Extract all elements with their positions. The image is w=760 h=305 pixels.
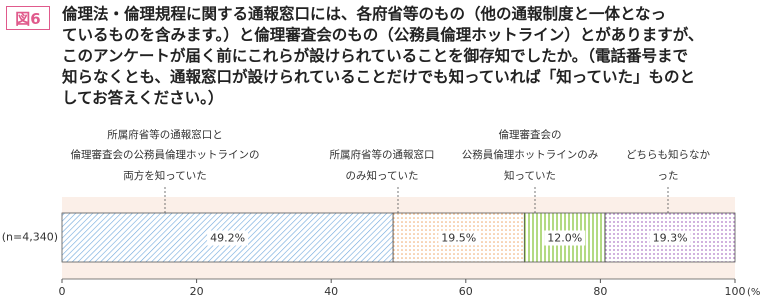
value-label: 19.3% [653, 232, 688, 245]
x-axis-unit: (%) [747, 287, 760, 298]
legend-label: 倫理審査会の 公務員倫理ホットラインのみ 知っていた [461, 128, 599, 182]
value-label: 49.2% [210, 232, 245, 245]
y-category-label: (n=4,340) [2, 231, 58, 244]
legend-label: 所属府省等の通報窓口と 倫理審査会の公務員倫理ホットラインの 両方を知っていた [70, 128, 260, 182]
x-tick-label: 100 [725, 285, 746, 298]
x-tick-label: 0 [59, 285, 66, 298]
x-tick-label: 20 [190, 285, 204, 298]
value-label: 12.0% [547, 232, 582, 245]
value-label: 19.5% [441, 232, 476, 245]
x-tick-label: 40 [324, 285, 338, 298]
figure-badge: 図6 [6, 6, 50, 30]
chart-title: 倫理法・倫理規程に関する通報窓口には、各府省等のもの（他の通報制度と一体となっ … [62, 5, 704, 107]
x-tick-label: 60 [459, 285, 473, 298]
legend-label: 所属府省等の通報窓口 のみ知っていた [329, 149, 435, 182]
x-tick-label: 80 [593, 285, 607, 298]
legend-label: どちらも知らなかった [626, 149, 710, 182]
